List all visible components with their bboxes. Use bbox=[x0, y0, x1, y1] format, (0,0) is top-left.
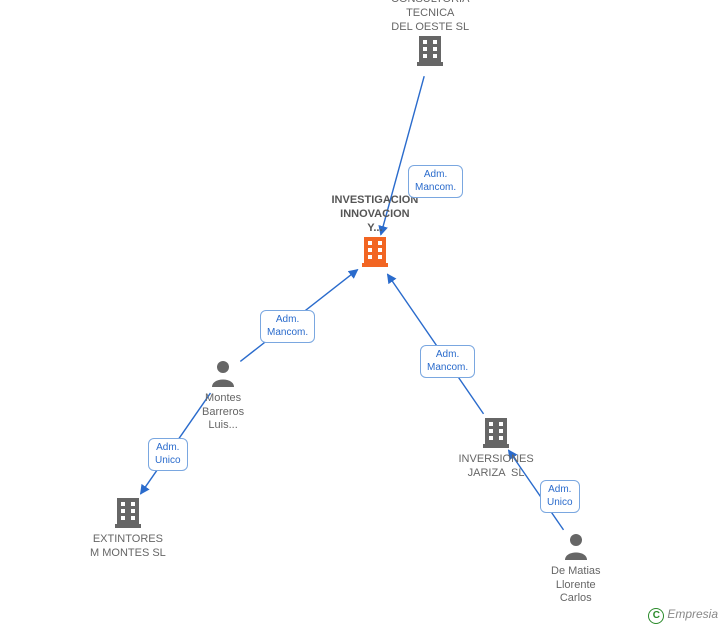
company-icon bbox=[360, 258, 390, 270]
edge-inversiones-center bbox=[387, 274, 483, 414]
node-extintores[interactable]: EXTINTORES M MONTES SL bbox=[90, 496, 166, 560]
node-consultoria[interactable]: CONSULTORIA TECNICA DEL OESTE SL bbox=[391, 0, 469, 71]
edge-label: Adm. Mancom. bbox=[260, 310, 315, 343]
node-label: INVERSIONES JARIZA SL bbox=[459, 453, 534, 481]
node-label: CONSULTORIA TECNICA DEL OESTE SL bbox=[391, 0, 469, 34]
node-label: EXTINTORES M MONTES SL bbox=[90, 533, 166, 561]
node-center[interactable]: INVESTIGACION INNOVACION Y... bbox=[332, 194, 419, 272]
node-inversiones[interactable]: INVERSIONES JARIZA SL bbox=[459, 416, 534, 480]
company-icon bbox=[415, 57, 445, 69]
node-montes[interactable]: Montes Barreros Luis... bbox=[202, 359, 244, 433]
company-icon bbox=[481, 439, 511, 451]
person-icon bbox=[563, 551, 589, 563]
edge-label: Adm. Mancom. bbox=[408, 165, 463, 198]
node-label: Montes Barreros Luis... bbox=[202, 392, 244, 433]
node-label: INVESTIGACION INNOVACION Y... bbox=[332, 194, 419, 235]
node-label: De Matias Llorente Carlos bbox=[551, 565, 601, 606]
edge-label: Adm. Mancom. bbox=[420, 345, 475, 378]
copyright-icon: C bbox=[648, 608, 664, 624]
node-dematias[interactable]: De Matias Llorente Carlos bbox=[551, 532, 601, 606]
person-icon bbox=[210, 378, 236, 390]
watermark: CEmpresia bbox=[648, 607, 718, 624]
company-icon bbox=[113, 519, 143, 531]
edge-label: Adm. Unico bbox=[148, 438, 188, 471]
diagram-canvas: CONSULTORIA TECNICA DEL OESTE SL INVESTI… bbox=[0, 0, 728, 630]
edge-label: Adm. Unico bbox=[540, 480, 580, 513]
watermark-text: Empresia bbox=[667, 607, 718, 621]
